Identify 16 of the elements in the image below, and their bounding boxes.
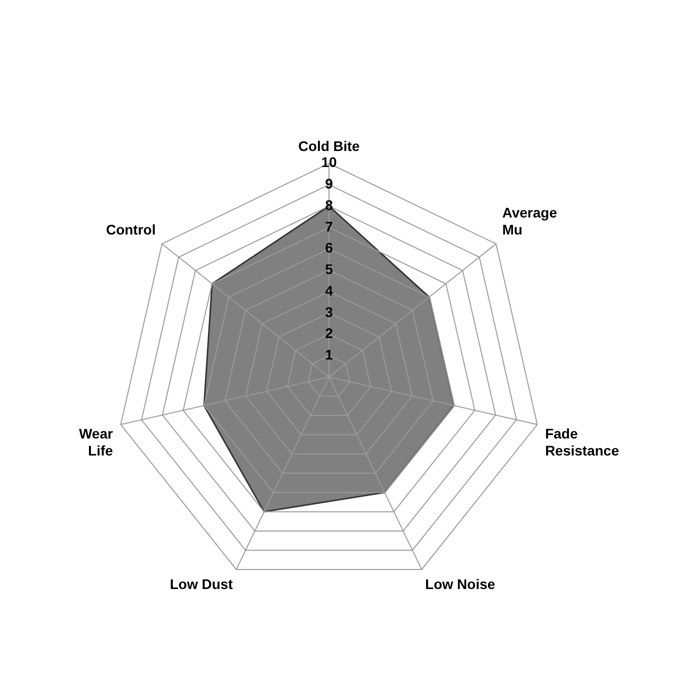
y-tick-label: 4 xyxy=(325,282,334,298)
spoke-label: Cold Bite xyxy=(298,138,360,154)
spoke-label: Control xyxy=(106,221,156,238)
y-tick-label: 9 xyxy=(325,176,334,192)
y-tick-label: 7 xyxy=(325,218,334,234)
y-tick-label: 6 xyxy=(325,240,334,256)
y-tick-label: 5 xyxy=(325,261,334,278)
spoke-label: Low Dust xyxy=(170,576,234,592)
y-tick-label: 3 xyxy=(325,304,334,320)
spoke-label: Fade Resistance xyxy=(545,426,620,458)
y-tick-label: 2 xyxy=(325,325,334,342)
y-tick-label: 1 xyxy=(325,346,334,362)
spoke-label: Low Noise xyxy=(425,576,496,592)
y-tick-label: 10 xyxy=(321,154,337,170)
spoke-label: Wear Life xyxy=(78,426,114,458)
spoke-label: Average Mu xyxy=(502,204,558,238)
